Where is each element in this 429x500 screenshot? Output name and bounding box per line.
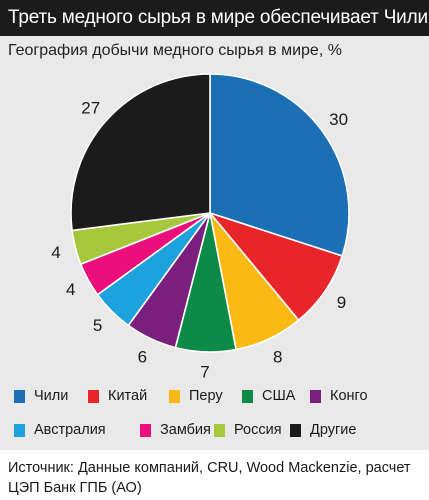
legend-item-others: Другие xyxy=(290,420,356,440)
legend-label-zambia: Замбия xyxy=(160,422,211,438)
legend-swatch-australia xyxy=(14,423,25,437)
legend-swatch-others xyxy=(290,423,301,437)
legend-label-australia: Австралия xyxy=(34,422,106,438)
legend-swatch-zambia xyxy=(140,423,151,437)
legend-swatch-chile xyxy=(14,389,25,403)
legend: Чили Китай Перу США Конго Австралия Замб… xyxy=(14,386,424,454)
legend-swatch-china xyxy=(88,389,99,403)
pie-label-australia: 5 xyxy=(93,316,102,335)
legend-item-australia: Австралия xyxy=(14,420,106,440)
pie-label-congo: 6 xyxy=(138,347,147,366)
pie-slice-others xyxy=(70,73,211,232)
pie-label-others: 27 xyxy=(81,98,100,117)
legend-label-china: Китай xyxy=(108,388,148,404)
legend-label-russia: Россия xyxy=(234,422,282,438)
pie-label-peru: 8 xyxy=(273,347,282,366)
legend-label-congo: Конго xyxy=(330,388,368,404)
legend-item-chile: Чили xyxy=(14,386,68,406)
legend-item-congo: Конго xyxy=(310,386,368,406)
legend-label-others: Другие xyxy=(310,422,357,438)
pie-label-zambia: 4 xyxy=(66,280,75,299)
pie-slice-china xyxy=(207,211,344,322)
legend-label-chile: Чили xyxy=(34,388,69,404)
legend-label-peru: Перу xyxy=(189,388,223,404)
pie-label-usa: 7 xyxy=(200,362,209,380)
legend-swatch-russia xyxy=(214,423,225,437)
legend-label-usa: США xyxy=(262,388,296,404)
legend-item-russia: Россия xyxy=(214,420,282,440)
chart-subtitle: География добычи медного сырья в мире, % xyxy=(8,42,342,59)
pie-label-russia: 4 xyxy=(51,243,60,262)
legend-row: Чили Китай Перу США Конго xyxy=(14,386,424,420)
pie-label-chile: 30 xyxy=(329,110,348,129)
legend-item-peru: Перу xyxy=(169,386,223,406)
legend-item-zambia: Замбия xyxy=(140,420,211,440)
legend-item-china: Китай xyxy=(88,386,147,406)
legend-swatch-congo xyxy=(310,389,321,403)
legend-item-usa: США xyxy=(242,386,295,406)
legend-swatch-peru xyxy=(169,389,180,403)
source-note: Источник: Данные компаний, CRU, Wood Mac… xyxy=(8,460,411,496)
pie-slice-chile xyxy=(209,73,350,257)
chart-title: Треть медного сырья в мире обеспечивает … xyxy=(0,0,429,36)
legend-swatch-usa xyxy=(242,389,253,403)
legend-row: Австралия Замбия Россия Другие xyxy=(14,420,424,454)
pie-label-china: 9 xyxy=(337,293,346,312)
